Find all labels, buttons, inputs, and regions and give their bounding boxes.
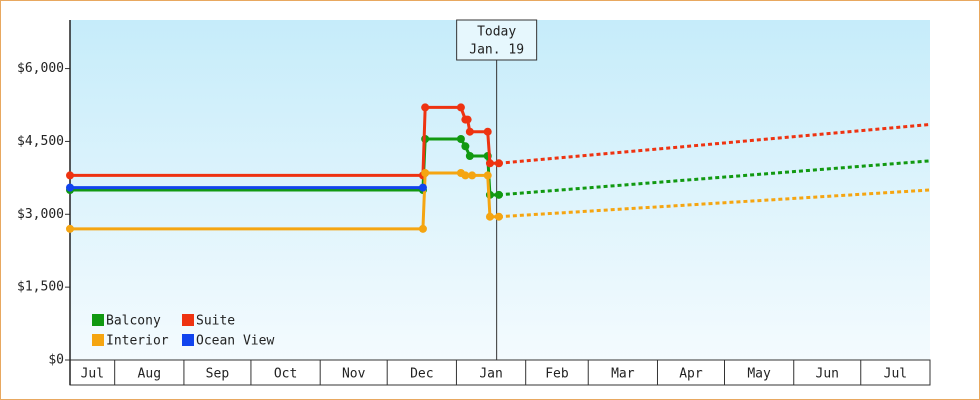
point: [483, 171, 492, 180]
x-axis-band: [69, 359, 931, 386]
point: [485, 159, 494, 168]
x-tick-label: Nov: [342, 367, 366, 382]
x-tick-label: Feb: [545, 367, 569, 382]
x-tick-label: Jul: [81, 367, 104, 382]
y-tick-label: $1,500: [17, 280, 64, 295]
x-tick-label: Sep: [206, 367, 230, 382]
legend-label: Interior: [106, 334, 169, 349]
point: [456, 103, 465, 112]
today-label: Today: [477, 25, 516, 40]
y-tick-label: $6,000: [17, 61, 64, 76]
legend-swatch: [182, 334, 194, 346]
point: [66, 183, 74, 192]
point: [468, 171, 477, 180]
point: [418, 224, 427, 233]
point: [463, 115, 472, 124]
x-tick-label: Jul: [884, 367, 907, 382]
point: [456, 135, 465, 143]
x-tick-label: Apr: [679, 367, 703, 382]
point: [461, 171, 470, 180]
point: [494, 159, 503, 168]
point: [465, 152, 474, 160]
y-tick-label: $0: [48, 353, 64, 368]
legend-label: Ocean View: [196, 334, 274, 349]
point: [483, 127, 492, 136]
point: [418, 183, 427, 192]
x-tick-label: Oct: [274, 367, 297, 382]
x-tick-label: Aug: [138, 367, 161, 382]
point: [66, 224, 74, 233]
legend-swatch: [182, 314, 194, 326]
x-tick-label: Jan: [479, 367, 502, 382]
legend-swatch: [92, 334, 104, 346]
x-tick-label: Jun: [816, 367, 839, 382]
point: [494, 212, 503, 221]
x-tick-label: May: [747, 367, 771, 382]
forecast-line: [498, 159, 931, 197]
point: [465, 127, 474, 136]
legend-label: Suite: [196, 314, 235, 329]
today-label: Jan. 19: [469, 43, 524, 58]
point: [494, 190, 503, 199]
point: [461, 142, 470, 151]
forecast-line: [498, 188, 931, 219]
y-tick-label: $3,000: [17, 207, 64, 222]
forecast-line: [498, 122, 931, 165]
x-tick-label: Mar: [611, 367, 635, 382]
point: [421, 103, 430, 112]
legend-swatch: [92, 314, 104, 326]
point: [66, 171, 74, 180]
point: [421, 169, 430, 177]
x-tick-label: Dec: [410, 367, 433, 382]
point: [485, 212, 494, 221]
legend-label: Balcony: [106, 314, 161, 329]
today-box: [456, 19, 538, 61]
y-tick-label: $4,500: [17, 134, 64, 149]
